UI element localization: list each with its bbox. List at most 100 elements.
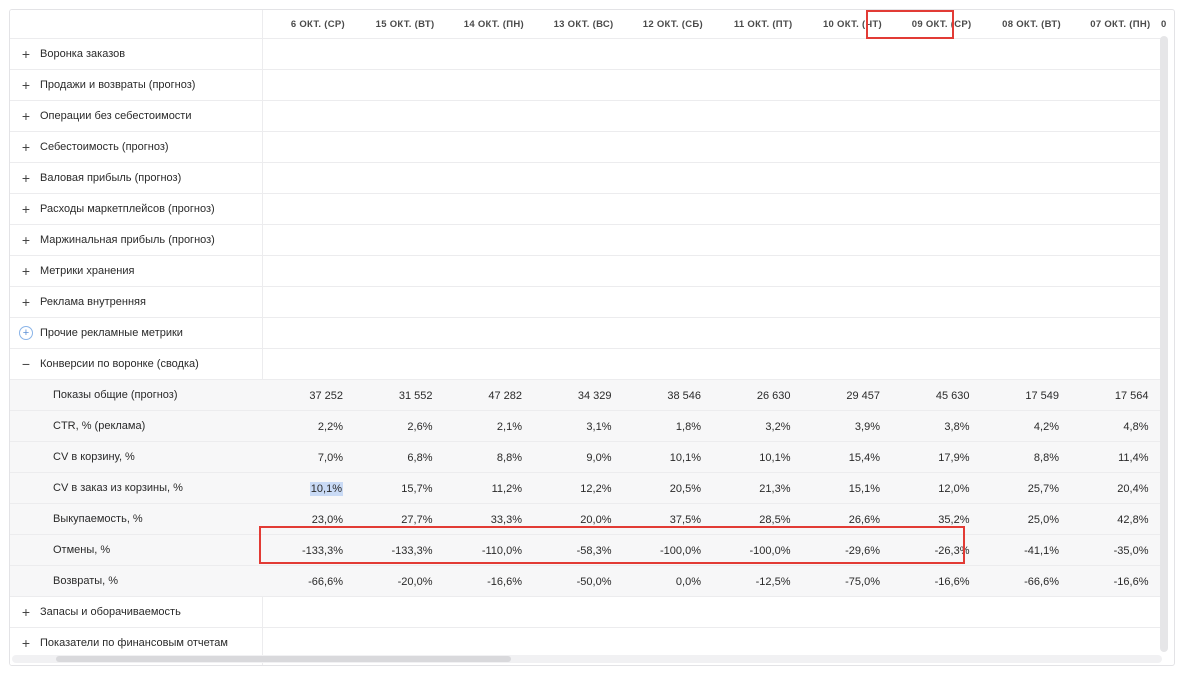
metric-cell[interactable]: 11,4%	[1068, 442, 1157, 473]
group-row[interactable]: + Реклама внутренняя	[10, 286, 262, 317]
metric-cell[interactable]: -29,6%	[799, 535, 888, 566]
metric-cell[interactable]: -75,0%	[799, 566, 888, 597]
collapse-icon[interactable]: −	[21, 356, 31, 372]
metric-cell[interactable]: -133,3%	[262, 535, 351, 566]
metric-cell[interactable]: -100,0%	[620, 535, 709, 566]
group-row[interactable]: + Воронка заказов	[10, 38, 262, 69]
vertical-scrollbar[interactable]	[1160, 36, 1168, 652]
metric-cell[interactable]: -58,3%	[531, 535, 620, 566]
expand-icon[interactable]: +	[21, 170, 31, 186]
expand-icon[interactable]: +	[21, 77, 31, 93]
expand-icon[interactable]: +	[21, 108, 31, 124]
expand-icon[interactable]: +	[21, 263, 31, 279]
metric-cell[interactable]: 42,8%	[1068, 504, 1157, 535]
metric-cell[interactable]: -16,6%	[441, 566, 530, 597]
metric-cell[interactable]: 34 329	[531, 380, 620, 411]
metric-cell[interactable]: 45 630	[889, 380, 978, 411]
group-row[interactable]: + Операции без себестоимости	[10, 100, 262, 131]
metric-cell[interactable]: 12,0%	[889, 473, 978, 504]
expand-icon[interactable]: +	[21, 294, 31, 310]
metric-cell[interactable]: -50,0%	[531, 566, 620, 597]
metric-cell[interactable]: 26,6%	[799, 504, 888, 535]
metric-cell[interactable]: 11,2%	[441, 473, 530, 504]
metric-cell[interactable]: 26 630	[710, 380, 799, 411]
metric-cell[interactable]: 37,5%	[620, 504, 709, 535]
metric-cell[interactable]: 6,8%	[352, 442, 441, 473]
metric-cell[interactable]: 3,1%	[531, 411, 620, 442]
metric-cell[interactable]: 9,0%	[531, 442, 620, 473]
metric-cell[interactable]: 37 252	[262, 380, 351, 411]
metric-cell[interactable]: 15,7%	[352, 473, 441, 504]
metric-row[interactable]: CV в корзину, %	[10, 441, 262, 472]
metric-cell[interactable]: 3,2%	[710, 411, 799, 442]
metric-cell[interactable]: -66,6%	[978, 566, 1067, 597]
metric-cell[interactable]: -12,5%	[710, 566, 799, 597]
date-column-header[interactable]: 09 ОКТ. (СР)	[911, 18, 972, 30]
metric-cell[interactable]: 17 549	[978, 380, 1067, 411]
metric-cell[interactable]: 17 564	[1068, 380, 1157, 411]
metric-cell[interactable]: 8,8%	[441, 442, 530, 473]
metric-cell[interactable]: 20,0%	[531, 504, 620, 535]
expand-icon[interactable]: +	[21, 46, 31, 62]
metric-cell[interactable]: -16,6%	[889, 566, 978, 597]
metric-cell[interactable]: 10,1%	[710, 442, 799, 473]
group-row[interactable]: + Продажи и возвраты (прогноз)	[10, 69, 262, 100]
group-row[interactable]: + Прочие рекламные метрики	[10, 317, 262, 348]
date-column-header[interactable]: 12 ОКТ. (СБ)	[642, 18, 703, 30]
date-column-header[interactable]: 6 ОКТ. (СР)	[290, 18, 345, 30]
metric-cell[interactable]: 21,3%	[710, 473, 799, 504]
metric-cell[interactable]: 10,1%	[262, 473, 351, 504]
horizontal-scrollbar-track[interactable]	[12, 655, 1162, 663]
metric-cell[interactable]: -100,0%	[710, 535, 799, 566]
metric-cell[interactable]: -35,0%	[1068, 535, 1157, 566]
expand-icon[interactable]: +	[21, 139, 31, 155]
metric-cell[interactable]: 20,5%	[620, 473, 709, 504]
metric-cell[interactable]: -41,1%	[978, 535, 1067, 566]
metric-cell[interactable]: 12,2%	[531, 473, 620, 504]
metric-cell[interactable]: 3,9%	[799, 411, 888, 442]
group-row[interactable]: + Запасы и оборачиваемость	[10, 596, 262, 627]
metric-cell[interactable]: -26,3%	[889, 535, 978, 566]
metric-cell[interactable]: 25,7%	[978, 473, 1067, 504]
metric-cell[interactable]: 4,8%	[1068, 411, 1157, 442]
metric-cell[interactable]: 7,0%	[262, 442, 351, 473]
metric-row[interactable]: Выкупаемость, %	[10, 503, 262, 534]
group-row[interactable]: + Себестоимость (прогноз)	[10, 131, 262, 162]
metric-cell[interactable]: 27,7%	[352, 504, 441, 535]
metric-cell[interactable]: -133,3%	[352, 535, 441, 566]
metric-cell[interactable]: 20,4%	[1068, 473, 1157, 504]
metric-cell[interactable]: 29 457	[799, 380, 888, 411]
metric-cell[interactable]: 15,4%	[799, 442, 888, 473]
metric-cell[interactable]: -16,6%	[1068, 566, 1157, 597]
date-column-header[interactable]: 06 О	[1157, 10, 1166, 38]
horizontal-scrollbar-thumb[interactable]	[56, 656, 511, 662]
metric-row[interactable]: Показы общие (прогноз)	[10, 379, 262, 410]
group-row[interactable]: + Показатели по финансовым отчетам	[10, 627, 262, 658]
date-column-header[interactable]: 15 ОКТ. (ВТ)	[375, 18, 435, 30]
date-column-header[interactable]: 10 ОКТ. (ЧТ)	[822, 18, 882, 30]
date-column-header[interactable]: 13 ОКТ. (ВС)	[553, 18, 614, 30]
expand-icon[interactable]: +	[21, 232, 31, 248]
metric-cell[interactable]: 2,1%	[441, 411, 530, 442]
date-column-header[interactable]: 14 ОКТ. (ПН)	[463, 18, 524, 30]
metric-row[interactable]: CTR, % (реклама)	[10, 410, 262, 441]
metric-row[interactable]: Возвраты, %	[10, 565, 262, 596]
date-column-header[interactable]: 11 ОКТ. (ПТ)	[733, 18, 793, 30]
group-row[interactable]: + Расходы маркетплейсов (прогноз)	[10, 193, 262, 224]
metric-cell[interactable]: 35,2%	[889, 504, 978, 535]
metric-cell[interactable]: 2,2%	[262, 411, 351, 442]
group-row[interactable]: + Метрики хранения	[10, 255, 262, 286]
group-row[interactable]: − Конверсии по воронке (сводка)	[10, 348, 262, 379]
metric-cell[interactable]: 2,6%	[352, 411, 441, 442]
metric-cell[interactable]: 15,1%	[799, 473, 888, 504]
metric-cell[interactable]: 33,3%	[441, 504, 530, 535]
metric-cell[interactable]: 3,8%	[889, 411, 978, 442]
metric-cell[interactable]: -20,0%	[352, 566, 441, 597]
metric-row[interactable]: CV в заказ из корзины, %	[10, 472, 262, 503]
metric-cell[interactable]: 17,9%	[889, 442, 978, 473]
metric-row[interactable]: Отмены, %	[10, 534, 262, 565]
metric-cell[interactable]: 31 552	[352, 380, 441, 411]
expand-icon[interactable]: +	[21, 201, 31, 217]
metric-cell[interactable]: 38 546	[620, 380, 709, 411]
metric-cell[interactable]: -66,6%	[262, 566, 351, 597]
